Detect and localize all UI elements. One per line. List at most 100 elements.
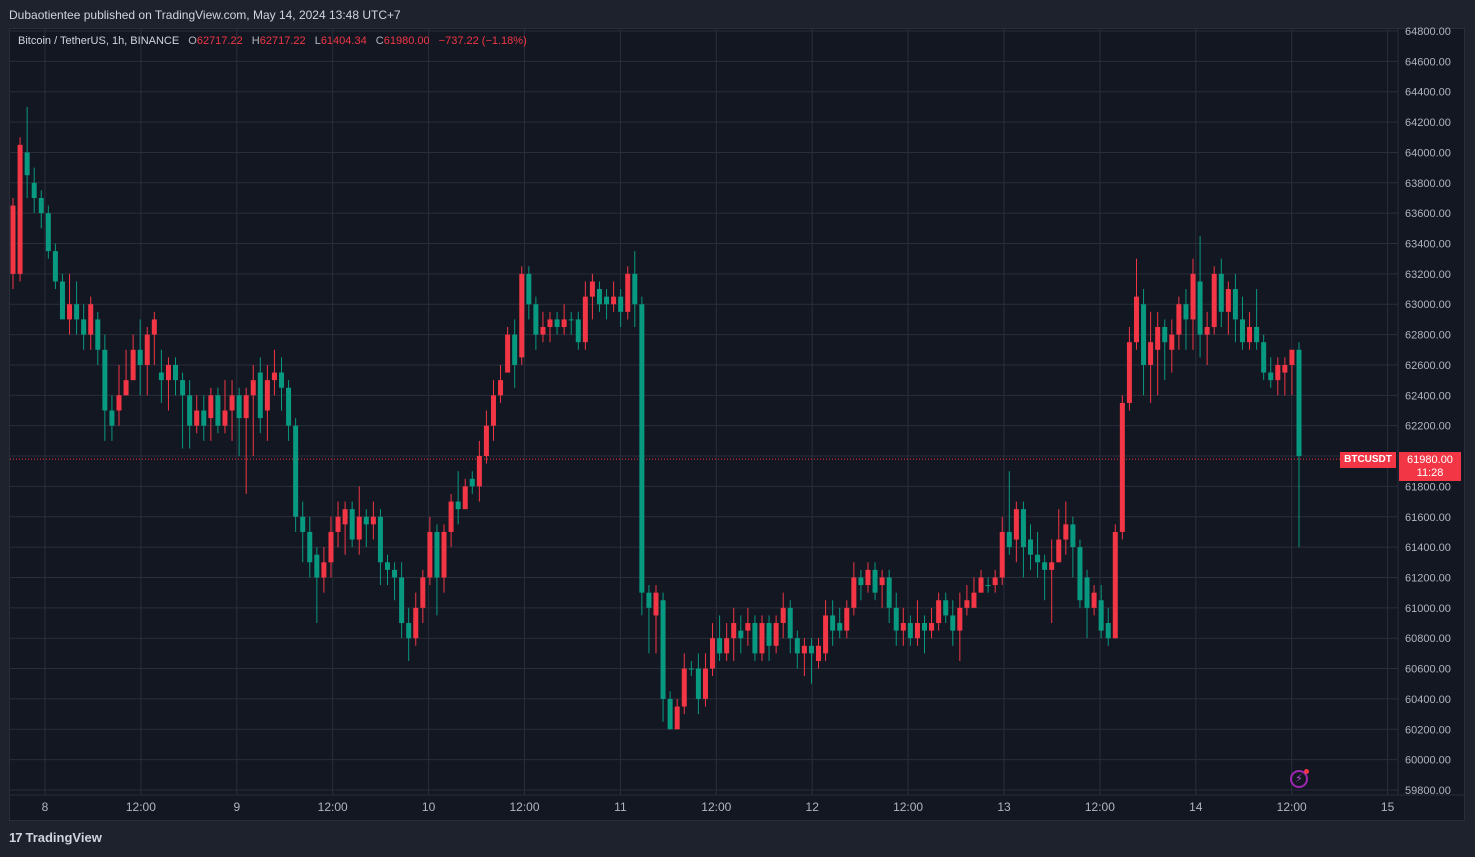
- candle-body: [702, 668, 708, 699]
- candle-body: [279, 372, 285, 388]
- lightning-icon[interactable]: ⚡: [1290, 769, 1309, 788]
- y-tick-label: 59800.00: [1405, 785, 1451, 797]
- candle-body: [660, 600, 666, 699]
- candle-body: [639, 304, 645, 593]
- candle-body: [17, 144, 23, 274]
- candle-body: [575, 319, 581, 343]
- candle-body: [1042, 562, 1048, 570]
- candle-body: [1148, 342, 1154, 365]
- candle-body: [462, 486, 468, 510]
- candle-body: [1119, 402, 1125, 532]
- candle-body: [858, 577, 864, 586]
- candle-body: [88, 304, 94, 335]
- candle-body: [554, 319, 560, 328]
- candle-body: [1239, 319, 1245, 343]
- candle-body: [632, 273, 638, 305]
- candle-body: [780, 607, 786, 624]
- candle-body: [1169, 334, 1175, 350]
- ohlc-legend: Bitcoin / TetherUS, 1h, BINANCE O62717.2…: [18, 35, 527, 47]
- symbol-title[interactable]: Bitcoin / TetherUS, 1h, BINANCE: [18, 35, 180, 47]
- x-tick-label: 12:00: [1277, 800, 1307, 814]
- candle-body: [427, 531, 433, 578]
- candle-body: [95, 319, 101, 350]
- candle-body: [293, 425, 299, 517]
- candle-body: [540, 327, 546, 335]
- candle-body: [307, 531, 313, 563]
- candle-body: [922, 623, 928, 631]
- brand-name: TradingView: [25, 830, 102, 845]
- candle-body: [137, 349, 143, 365]
- candle-body: [801, 645, 807, 654]
- candle-body: [505, 334, 511, 373]
- candle-body: [321, 562, 327, 578]
- y-tick-label: 62200.00: [1405, 421, 1451, 433]
- y-tick-label: 61800.00: [1405, 481, 1451, 493]
- candle-body: [469, 478, 475, 487]
- candle-body: [1020, 509, 1026, 548]
- candle-body: [604, 296, 610, 305]
- candle-body: [1190, 273, 1196, 320]
- candle-body: [1105, 623, 1111, 639]
- y-tick-label: 64200.00: [1405, 117, 1451, 129]
- candle-body: [1035, 554, 1041, 563]
- y-tick-label: 64400.00: [1405, 87, 1451, 99]
- candle-body: [533, 304, 539, 335]
- candle-body: [102, 349, 108, 411]
- candle-body: [964, 600, 970, 608]
- open-label: O: [188, 35, 197, 47]
- y-tick-label: 62800.00: [1405, 330, 1451, 342]
- high-label: H: [251, 35, 260, 47]
- y-tick-label: 61600.00: [1405, 512, 1451, 524]
- candle-body: [1077, 547, 1083, 601]
- publisher-text: Dubaotientee published on TradingView.co…: [9, 8, 401, 22]
- candle-body: [844, 607, 850, 631]
- candle-body: [752, 623, 758, 654]
- candle-body: [1176, 304, 1182, 335]
- candle-body: [74, 304, 80, 320]
- y-tick-label: 61000.00: [1405, 603, 1451, 615]
- last-price-value: 61980.00: [1407, 454, 1453, 466]
- candle-body: [420, 577, 426, 608]
- candle-body: [208, 395, 214, 419]
- candle-body: [441, 531, 447, 578]
- candle-body: [759, 623, 765, 654]
- candle-body: [52, 251, 58, 282]
- candle-body: [67, 304, 73, 320]
- candle-body: [688, 668, 694, 670]
- candle-body: [625, 273, 631, 312]
- candle-body: [717, 638, 723, 654]
- candle-body: [561, 319, 567, 328]
- candle-body: [173, 364, 179, 381]
- candle-body: [1063, 524, 1069, 540]
- candle-body: [250, 380, 256, 396]
- candle-body: [406, 623, 412, 639]
- y-tick-label: 63200.00: [1405, 269, 1451, 281]
- y-tick-label: 61200.00: [1405, 572, 1451, 584]
- chart-pane[interactable]: [9, 28, 1465, 821]
- candle-body: [286, 387, 292, 426]
- candle-body: [1268, 372, 1274, 381]
- candle-body: [823, 615, 829, 654]
- y-tick-label: 63400.00: [1405, 239, 1451, 251]
- candle-body: [978, 577, 984, 593]
- y-tick-label: 60400.00: [1405, 694, 1451, 706]
- x-tick-label: 10: [422, 800, 436, 814]
- candle-body: [10, 205, 16, 274]
- candle-body: [1091, 592, 1097, 608]
- y-tick-label: 60200.00: [1405, 724, 1451, 736]
- candle-body: [611, 296, 617, 305]
- candle-body: [1070, 524, 1076, 548]
- candle-body: [936, 600, 942, 624]
- publish-header: Dubaotientee published on TradingView.co…: [0, 0, 1475, 28]
- candle-body: [582, 296, 588, 343]
- candle-body: [808, 645, 814, 654]
- candle-body: [1141, 304, 1147, 365]
- candle-body: [914, 623, 920, 639]
- low-label: L: [314, 35, 321, 47]
- candle-body: [123, 380, 129, 396]
- candle-body: [971, 592, 977, 608]
- candle-body: [151, 319, 157, 335]
- x-tick-label: 12:00: [509, 800, 539, 814]
- candle-body: [1218, 273, 1224, 312]
